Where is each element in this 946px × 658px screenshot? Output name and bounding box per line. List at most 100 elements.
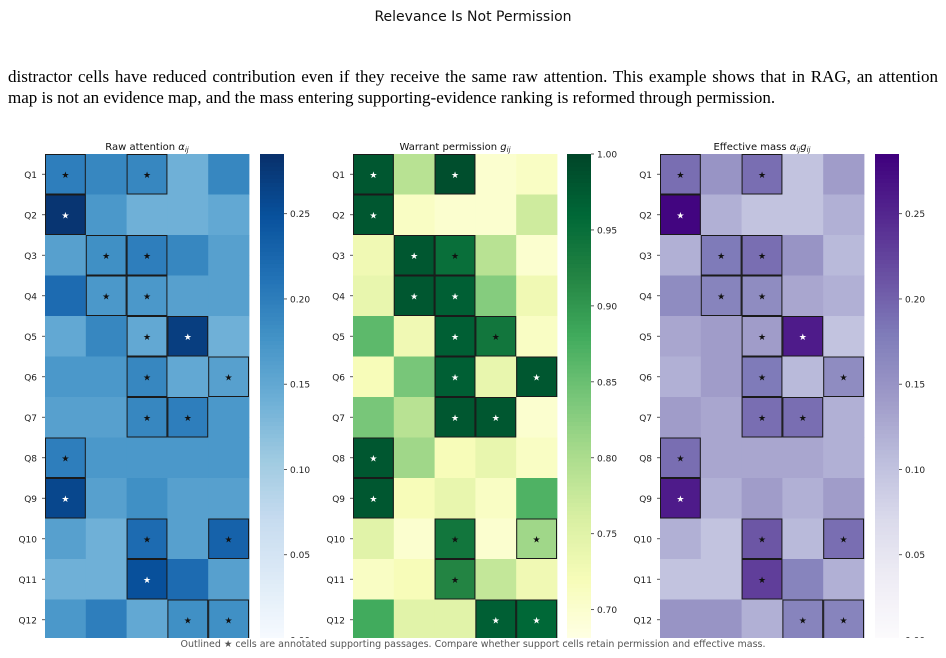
heatmap-cell	[167, 194, 209, 236]
colorbar-segment	[260, 348, 284, 354]
support-star: ★	[758, 535, 766, 545]
heatmap-cell	[823, 599, 865, 638]
colorbar-segment	[875, 615, 899, 621]
colorbar-segment	[260, 502, 284, 507]
colorbar-segment	[260, 510, 284, 516]
heatmap-cell	[700, 275, 742, 317]
colorbar-segment	[260, 611, 284, 617]
colorbar-segment	[875, 405, 899, 410]
colorbar-segment	[260, 202, 284, 208]
heatmap-cell	[208, 599, 250, 638]
support-star: ★	[840, 535, 848, 545]
heatmap-cell	[45, 518, 87, 560]
y-tick-label: Q6	[639, 373, 652, 383]
colorbar-segment	[875, 587, 899, 592]
support-star: ★	[676, 171, 684, 181]
colorbar-segment	[260, 392, 284, 398]
heatmap-cell	[393, 599, 435, 638]
colorbar-segment	[260, 563, 284, 568]
colorbar-segment	[260, 538, 284, 544]
support-outline	[126, 559, 168, 600]
heatmap-cell	[45, 235, 87, 276]
colorbar-segment	[260, 320, 284, 325]
heatmap-cell	[434, 518, 476, 560]
page-header: Relevance Is Not Permission	[374, 9, 572, 25]
colorbar-segment	[567, 591, 591, 597]
heatmap-cell	[741, 599, 783, 638]
heatmap-cell	[700, 235, 742, 276]
colorbar-segment	[260, 376, 284, 382]
heatmap-cell	[208, 194, 250, 236]
colorbar-segment	[875, 295, 899, 301]
colorbar-segment	[875, 340, 899, 345]
colorbar-segment	[567, 320, 591, 325]
colorbar-segment	[567, 473, 591, 479]
colorbar-segment	[875, 510, 899, 516]
heatmap-cell	[700, 599, 742, 638]
colorbar-segment	[567, 603, 591, 609]
heatmap-cell	[741, 154, 783, 195]
heatmap-figure: Raw attention αij ★ ★ ★ ★ ★ ★ ★ ★ ★ ★ ★ ★ ★ ★ ★ ★ ★ ★ ★ ★ Q1 Q…	[18, 142, 925, 638]
colorbar-segment	[875, 275, 899, 281]
colorbar-segment	[260, 417, 284, 422]
colorbar-segment	[260, 271, 284, 277]
colorbar-segment	[875, 550, 899, 556]
heatmap-cell	[700, 316, 742, 357]
heatmap-cell	[823, 275, 865, 317]
heatmap-cell	[700, 356, 742, 398]
colorbar-segment	[260, 526, 284, 532]
support-star: ★	[61, 171, 69, 181]
support-outline	[126, 356, 168, 397]
support-star: ★	[840, 616, 848, 626]
y-tick-label: Q11	[326, 576, 345, 586]
heatmap-cell	[167, 559, 209, 600]
colorbar-segment	[260, 441, 284, 447]
support-outline	[126, 316, 168, 357]
colorbar-segment	[567, 194, 591, 200]
support-star: ★	[451, 333, 459, 343]
colorbar-segment	[567, 380, 591, 386]
support-star: ★	[225, 616, 233, 626]
heatmap-cell	[45, 478, 87, 519]
colorbar-segment	[260, 332, 284, 337]
colorbar-segment	[875, 449, 899, 455]
y-tick-label: Q8	[24, 454, 37, 464]
colorbar-segment	[260, 579, 284, 584]
heatmap-cell	[126, 356, 168, 398]
support-outline	[126, 397, 168, 438]
colorbar-segment	[567, 397, 591, 402]
support-star: ★	[143, 171, 151, 181]
heatmap-cell	[393, 478, 435, 519]
colorbar-segment	[875, 158, 899, 163]
heatmap-cell	[516, 194, 558, 236]
colorbar-segment	[875, 603, 899, 609]
y-tick-label: Q9	[639, 495, 652, 505]
colorbar-segment	[567, 405, 591, 410]
colorbar-segment	[260, 360, 284, 366]
heatmap-cell	[660, 559, 702, 600]
support-outline	[353, 194, 394, 235]
heatmap-cell	[700, 194, 742, 236]
colorbar-segment	[260, 591, 284, 597]
colorbar-segment	[567, 611, 591, 617]
heatmap-cell	[208, 518, 250, 560]
colorbar-segment	[260, 279, 284, 285]
heatmap-cell	[393, 316, 435, 357]
colorbar-segment	[260, 170, 284, 175]
colorbar-segment	[567, 510, 591, 516]
colorbar-segment	[567, 631, 591, 637]
colorbar-segment	[260, 364, 284, 370]
colorbar-segment	[260, 222, 284, 228]
colorbar-segment	[875, 635, 899, 638]
heatmap-cell	[660, 275, 702, 317]
heatmap-cell	[823, 316, 865, 357]
colorbar-segment	[567, 635, 591, 638]
colorbar-segment	[260, 421, 284, 426]
support-star: ★	[369, 495, 377, 505]
colorbar-tick-label: 0.95	[597, 226, 617, 236]
heatmap-cell	[700, 437, 742, 479]
colorbar-segment	[875, 311, 899, 317]
heatmap-cell	[660, 478, 702, 519]
support-star: ★	[533, 616, 541, 626]
heatmap-cell	[126, 316, 168, 357]
